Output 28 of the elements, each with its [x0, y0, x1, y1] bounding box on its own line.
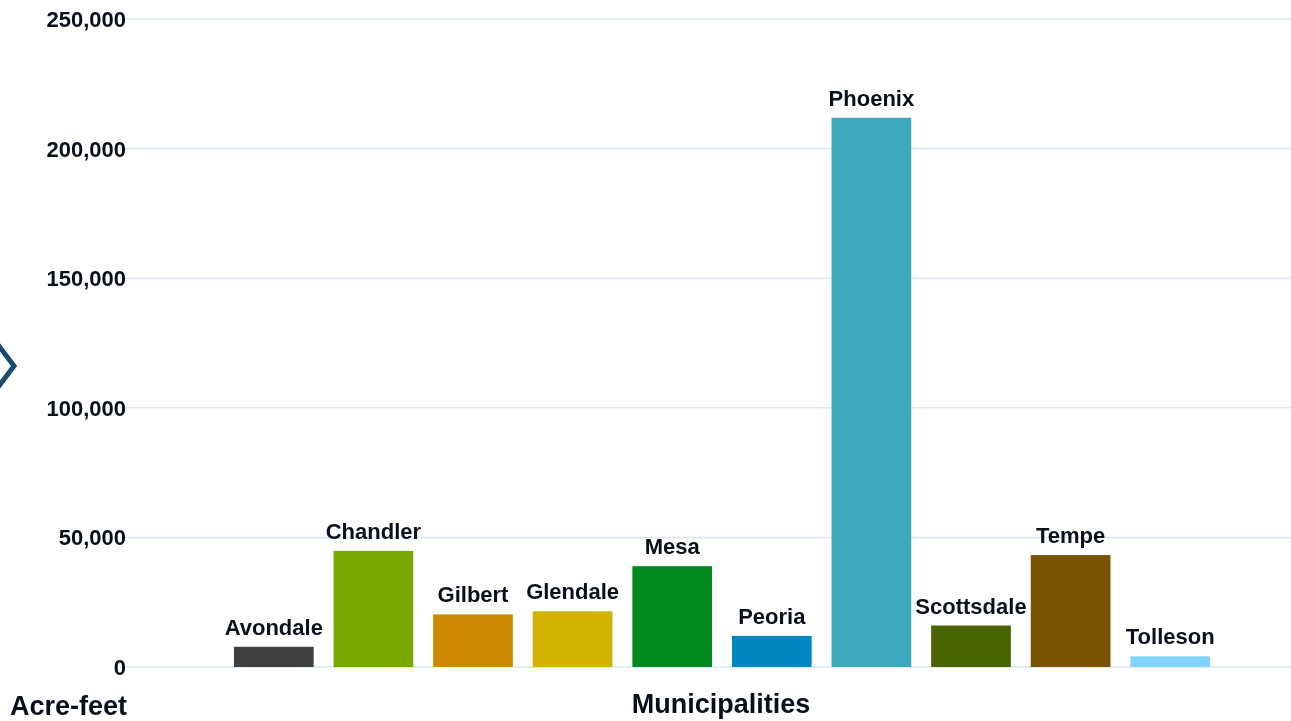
x-tick-label: Tolleson: [1125, 624, 1215, 650]
bar: [532, 611, 613, 667]
bar: [333, 550, 414, 667]
x-tick-label: Chandler: [325, 518, 422, 544]
bar: [233, 646, 314, 667]
y-tick-label: 50,000: [58, 525, 126, 551]
x-tick-label: Peoria: [738, 603, 807, 629]
y-tick-label: 200,000: [46, 136, 126, 162]
y-tick-label: 100,000: [46, 395, 126, 421]
y-axis-title: Acre-feet: [10, 691, 128, 721]
bar: [731, 635, 812, 667]
bar: [1130, 656, 1211, 667]
bar: [831, 117, 912, 667]
y-tick-label: 150,000: [46, 266, 126, 292]
x-tick-label: Gilbert: [437, 582, 510, 608]
x-tick-label: Mesa: [644, 534, 701, 560]
y-tick-label: 250,000: [46, 7, 126, 32]
x-tick-label: Avondale: [224, 614, 323, 640]
x-tick-label: Glendale: [526, 579, 620, 605]
x-tick-label: Phoenix: [828, 85, 915, 111]
x-tick-label: Tempe: [1035, 523, 1106, 549]
bar: [433, 614, 513, 667]
bar: [1030, 555, 1111, 667]
bar: [632, 566, 713, 667]
x-tick-label: Scottsdale: [915, 593, 1027, 619]
x-axis-title: Municipalities: [631, 689, 811, 719]
bar: [931, 625, 1011, 667]
y-tick-label: 0: [113, 655, 126, 680]
